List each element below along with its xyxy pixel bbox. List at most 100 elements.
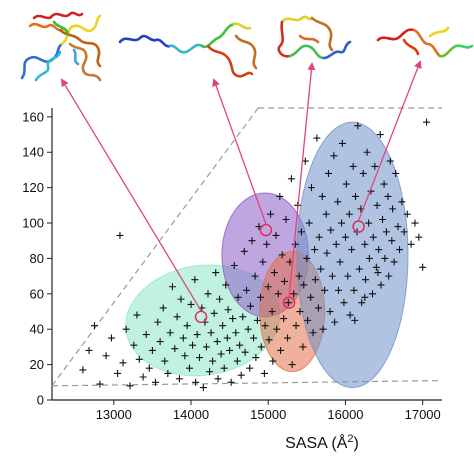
data-point xyxy=(338,139,346,147)
data-point xyxy=(156,338,164,346)
data-point xyxy=(148,346,156,354)
data-point xyxy=(217,350,225,358)
data-point xyxy=(398,198,406,206)
y-axis-ticks: 0 20 40 60 80 100 120 140 160 xyxy=(22,109,52,408)
data-point xyxy=(269,357,277,365)
data-point xyxy=(300,281,308,289)
data-point xyxy=(374,269,382,277)
data-point xyxy=(199,384,207,392)
protein-structure-thumbnails xyxy=(20,11,474,82)
data-point xyxy=(296,308,304,316)
data-point xyxy=(324,169,332,177)
data-point xyxy=(114,369,122,377)
data-point xyxy=(365,219,373,227)
data-point xyxy=(224,306,232,314)
data-point xyxy=(192,378,200,386)
plot-area xyxy=(51,108,442,401)
data-point xyxy=(284,334,292,342)
highlighted-point xyxy=(194,310,208,324)
data-point xyxy=(411,219,419,227)
data-point xyxy=(338,219,346,227)
data-point xyxy=(179,334,187,342)
data-point xyxy=(212,269,220,277)
x-tick-label: 16000 xyxy=(327,407,363,422)
data-point xyxy=(396,246,404,254)
data-point xyxy=(107,334,115,342)
data-point xyxy=(348,246,356,254)
data-point xyxy=(382,228,390,236)
data-point xyxy=(376,131,384,139)
data-point xyxy=(365,254,373,262)
data-point xyxy=(204,290,212,298)
data-point xyxy=(349,162,357,170)
data-point xyxy=(415,233,423,241)
data-point xyxy=(403,210,411,218)
data-point xyxy=(168,283,176,291)
data-point xyxy=(230,262,238,270)
data-point xyxy=(227,378,235,386)
data-point xyxy=(318,192,326,200)
y-tick-label: 20 xyxy=(30,357,44,372)
data-point xyxy=(386,157,394,165)
data-point xyxy=(311,246,319,254)
protein-structure-1-icon xyxy=(20,11,102,82)
data-point xyxy=(400,228,408,236)
data-point xyxy=(151,378,159,386)
data-point xyxy=(313,134,321,142)
data-point xyxy=(377,281,385,289)
highlighted-points xyxy=(194,220,365,324)
data-point xyxy=(246,364,254,372)
data-point xyxy=(369,233,377,241)
data-point xyxy=(340,299,348,307)
reference-line xyxy=(51,379,443,387)
data-point xyxy=(133,311,141,319)
data-point xyxy=(226,346,234,354)
structure-arrow xyxy=(357,60,422,221)
data-point xyxy=(379,215,387,223)
data-point xyxy=(407,240,415,248)
data-point xyxy=(332,240,340,248)
data-point xyxy=(122,325,130,333)
data-point xyxy=(229,315,237,323)
data-point xyxy=(358,299,366,307)
structure-arrow xyxy=(212,78,267,225)
data-point xyxy=(159,304,167,312)
x-tick-label: 13000 xyxy=(96,407,132,422)
data-point xyxy=(244,325,252,333)
data-point xyxy=(263,240,271,248)
data-point xyxy=(234,293,242,301)
x-tick-label: 15000 xyxy=(250,407,286,422)
data-point xyxy=(196,354,204,362)
x-tick-label: 14000 xyxy=(173,407,209,422)
data-point xyxy=(327,226,335,234)
data-point xyxy=(232,329,240,337)
data-point xyxy=(183,322,191,330)
data-point xyxy=(392,169,400,177)
structure-arrow xyxy=(60,78,202,312)
data-point xyxy=(280,315,288,323)
data-point xyxy=(164,369,172,377)
data-point xyxy=(248,237,256,245)
data-point xyxy=(292,322,300,330)
data-point xyxy=(389,205,397,213)
x-axis-label: SASA (Å2) xyxy=(285,433,359,452)
data-point xyxy=(257,343,265,351)
data-point xyxy=(251,272,259,280)
y-tick-label: 100 xyxy=(22,216,44,231)
data-point xyxy=(346,311,354,319)
structure-arrows xyxy=(60,60,422,312)
y-tick-label: 140 xyxy=(22,145,44,160)
data-point xyxy=(219,322,227,330)
data-point xyxy=(290,290,298,298)
data-point xyxy=(326,308,334,316)
reference-lines xyxy=(51,107,443,387)
data-point xyxy=(185,364,193,372)
data-points xyxy=(79,118,431,392)
data-point xyxy=(385,272,393,280)
protein-structure-3-icon xyxy=(277,15,352,60)
data-point xyxy=(309,329,317,337)
data-point xyxy=(96,380,104,388)
data-point xyxy=(359,169,367,177)
data-point xyxy=(241,348,249,356)
data-point xyxy=(261,322,269,330)
